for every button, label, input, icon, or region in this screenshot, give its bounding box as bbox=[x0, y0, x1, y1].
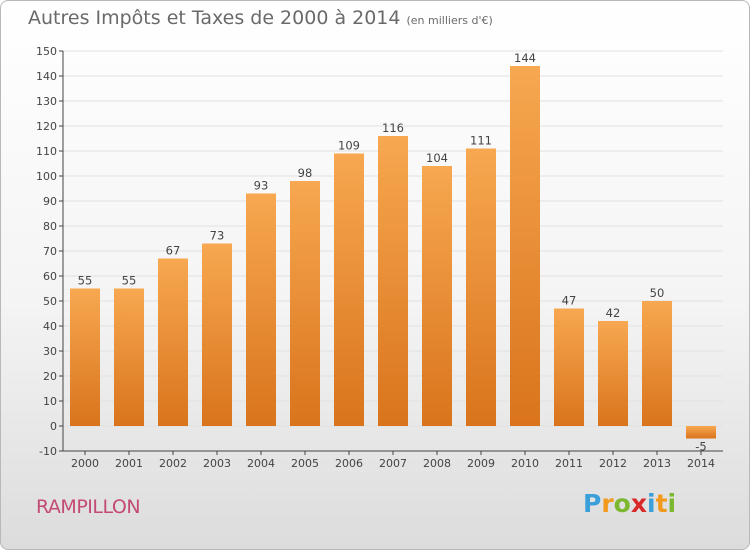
logo-letter: x bbox=[630, 489, 647, 518]
y-tick-label: 10 bbox=[43, 395, 57, 408]
data-label: 55 bbox=[122, 274, 137, 288]
x-tick-label: 2006 bbox=[335, 457, 363, 470]
y-tick-label: 20 bbox=[43, 370, 57, 383]
x-tick-label: 2001 bbox=[115, 457, 143, 470]
y-tick-label: 130 bbox=[36, 95, 57, 108]
y-tick-label: 80 bbox=[43, 220, 57, 233]
bar bbox=[642, 301, 672, 426]
data-label: 67 bbox=[166, 244, 181, 258]
logo-letter: i bbox=[647, 489, 656, 518]
data-label: 104 bbox=[426, 151, 448, 165]
y-tick-label: 30 bbox=[43, 345, 57, 358]
proxiti-logo[interactable]: Proxiti bbox=[583, 489, 676, 518]
data-label: 50 bbox=[650, 286, 665, 300]
x-tick-label: 2007 bbox=[379, 457, 407, 470]
x-tick-label: 2002 bbox=[159, 457, 187, 470]
y-tick-label: 110 bbox=[36, 145, 57, 158]
data-label: 98 bbox=[298, 166, 313, 180]
x-tick-label: 2013 bbox=[643, 457, 671, 470]
bar bbox=[70, 288, 100, 426]
data-label: 93 bbox=[254, 179, 269, 193]
y-tick-label: 50 bbox=[43, 295, 57, 308]
y-tick-label: 120 bbox=[36, 120, 57, 133]
logo-letter: r bbox=[601, 489, 614, 518]
bar bbox=[422, 166, 452, 426]
x-tick-label: 2008 bbox=[423, 457, 451, 470]
bar bbox=[202, 243, 232, 426]
x-tick-label: 2012 bbox=[599, 457, 627, 470]
x-tick-label: 2009 bbox=[467, 457, 495, 470]
data-label: 144 bbox=[514, 51, 536, 65]
bar bbox=[598, 321, 628, 426]
logo-letter: o bbox=[613, 489, 631, 518]
data-label: 73 bbox=[210, 229, 225, 243]
y-tick-label: 0 bbox=[50, 420, 57, 433]
bar bbox=[158, 258, 188, 426]
bar bbox=[378, 136, 408, 426]
bar bbox=[510, 66, 540, 426]
y-tick-label: 70 bbox=[43, 245, 57, 258]
y-tick-label: 40 bbox=[43, 320, 57, 333]
logo-letter: P bbox=[583, 489, 602, 518]
y-tick-label: 140 bbox=[36, 70, 57, 83]
data-label: 109 bbox=[338, 139, 360, 153]
x-tick-label: 2004 bbox=[247, 457, 275, 470]
chart-title: Autres Impôts et Taxes de 2000 à 2014 (en… bbox=[28, 7, 493, 29]
x-tick-label: 2005 bbox=[291, 457, 319, 470]
commune-name: RAMPILLON bbox=[36, 496, 141, 518]
x-tick-label: 2010 bbox=[511, 457, 539, 470]
data-label: 111 bbox=[470, 134, 492, 148]
data-label: 47 bbox=[562, 294, 577, 308]
x-tick-label: 2000 bbox=[71, 457, 99, 470]
bar bbox=[114, 288, 144, 426]
data-label: 42 bbox=[606, 306, 621, 320]
y-tick-label: 90 bbox=[43, 195, 57, 208]
logo-letter: t bbox=[655, 489, 668, 518]
chart-unit: (en milliers d'€) bbox=[406, 14, 493, 27]
bar bbox=[334, 153, 364, 426]
bar bbox=[466, 148, 496, 426]
bar bbox=[554, 308, 584, 426]
data-label: 116 bbox=[382, 121, 404, 135]
y-tick-label: 60 bbox=[43, 270, 57, 283]
y-tick-label: 150 bbox=[36, 45, 57, 58]
bar bbox=[686, 426, 716, 439]
logo-letter: i bbox=[667, 489, 677, 518]
y-tick-label: 100 bbox=[36, 170, 57, 183]
bar bbox=[290, 181, 320, 426]
data-label: 55 bbox=[78, 274, 93, 288]
x-tick-label: 2011 bbox=[555, 457, 583, 470]
chart-title-text: Autres Impôts et Taxes de 2000 à 2014 bbox=[28, 7, 401, 29]
data-label: -5 bbox=[695, 440, 706, 454]
x-tick-label: 2003 bbox=[203, 457, 231, 470]
x-tick-label: 2014 bbox=[687, 457, 715, 470]
bar bbox=[246, 193, 276, 426]
y-tick-label: -10 bbox=[39, 445, 57, 458]
